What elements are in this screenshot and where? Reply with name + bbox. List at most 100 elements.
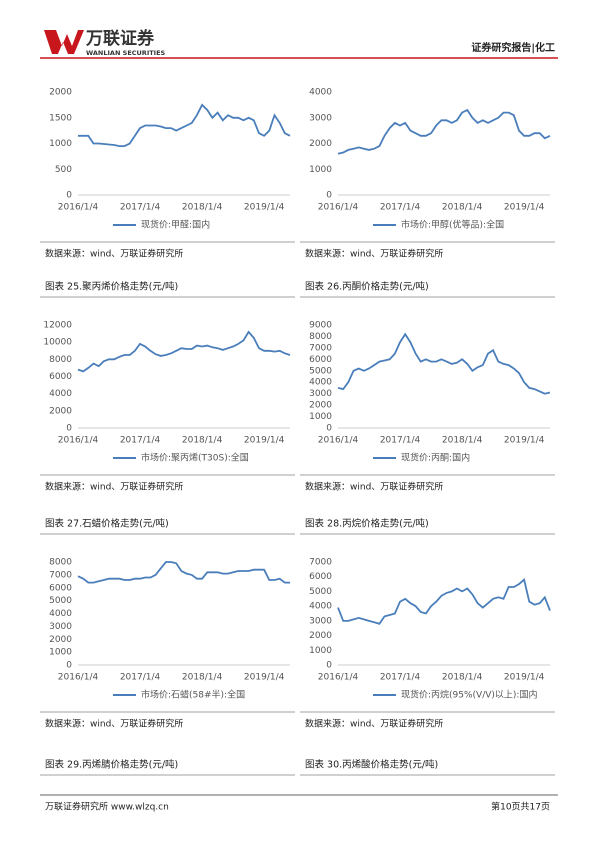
y-tick-label: 1500 — [49, 113, 72, 123]
x-tick-label: 2017/1/4 — [120, 436, 161, 446]
report-tag: 证券研究报告|化工 — [471, 41, 555, 54]
y-tick-label: 3000 — [309, 389, 332, 399]
y-tick-label: 9000 — [309, 321, 332, 331]
y-tick-label: 0 — [66, 661, 72, 671]
y-tick-label: 500 — [55, 165, 72, 175]
x-tick-label: 2016/1/4 — [58, 203, 99, 213]
y-tick-label: 2000 — [309, 139, 332, 149]
legend-label: 市场价:聚丙烯(T30S):全国 — [141, 452, 249, 464]
y-tick-label: 2000 — [49, 406, 72, 416]
y-tick-label: 6000 — [309, 355, 332, 365]
x-tick-label: 2018/1/4 — [182, 436, 223, 446]
x-tick-label: 2016/1/4 — [58, 436, 99, 446]
y-tick-label: 1000 — [49, 648, 72, 658]
series-line — [337, 332, 551, 395]
footer-right: 第10页共17页 — [491, 801, 550, 813]
figure-caption: 图表 29.丙烯腈价格走势(元/吨) — [45, 759, 178, 771]
y-tick-label: 0 — [326, 191, 332, 201]
figure-caption: 图表 28.丙烷价格走势(元/吨) — [305, 518, 429, 530]
y-tick-label: 7000 — [309, 558, 332, 568]
x-tick-label: 2018/1/4 — [442, 203, 483, 213]
y-tick-label: 1000 — [309, 412, 332, 422]
logo-en: WANLIAN SECURITIES — [86, 49, 166, 57]
y-tick-label: 4000 — [49, 609, 72, 619]
figure-caption: 图表 25.聚丙烯价格走势(元/吨) — [45, 281, 178, 293]
figure-caption: 图表 26.丙酮价格走势(元/吨) — [305, 281, 429, 293]
y-tick-label: 3000 — [309, 616, 332, 626]
source-note: 数据来源：wind、万联证券研究所 — [45, 248, 183, 260]
series-line — [78, 103, 291, 147]
y-tick-label: 4000 — [309, 88, 332, 98]
y-tick-label: 8000 — [49, 558, 72, 568]
y-tick-label: 7000 — [309, 343, 332, 353]
x-tick-label: 2017/1/4 — [380, 203, 421, 213]
x-tick-label: 2019/1/4 — [244, 673, 285, 683]
y-tick-label: 2000 — [309, 631, 332, 641]
legend-label: 现货价:丙酮:国内 — [401, 452, 470, 464]
y-tick-label: 3000 — [309, 113, 332, 123]
series-line — [337, 108, 551, 155]
x-tick-label: 2017/1/4 — [380, 436, 421, 446]
x-tick-label: 2018/1/4 — [442, 436, 483, 446]
source-note: 数据来源：wind、万联证券研究所 — [45, 718, 183, 730]
y-tick-label: 5000 — [309, 587, 332, 597]
x-tick-label: 2018/1/4 — [182, 203, 223, 213]
y-tick-label: 6000 — [49, 583, 72, 593]
y-tick-label: 0 — [326, 424, 332, 434]
x-tick-label: 2019/1/4 — [504, 436, 545, 446]
y-tick-label: 2000 — [309, 401, 332, 411]
x-tick-label: 2019/1/4 — [504, 673, 545, 683]
y-tick-label: 3000 — [49, 622, 72, 632]
x-tick-label: 2016/1/4 — [318, 436, 359, 446]
y-tick-label: 10000 — [43, 338, 72, 348]
legend-label: 现货价:甲醛:国内 — [141, 219, 210, 231]
x-tick-label: 2019/1/4 — [504, 203, 545, 213]
x-tick-label: 2016/1/4 — [58, 673, 99, 683]
source-note: 数据来源：wind、万联证券研究所 — [305, 248, 443, 260]
series-line — [337, 578, 551, 625]
y-tick-label: 8000 — [309, 332, 332, 342]
legend-label: 市场价:甲醇(优等品):全国 — [401, 219, 504, 231]
y-tick-label: 0 — [66, 191, 72, 201]
y-tick-label: 4000 — [309, 602, 332, 612]
source-note: 数据来源：wind、万联证券研究所 — [305, 481, 443, 493]
series-line — [77, 561, 290, 584]
y-tick-label: 6000 — [309, 572, 332, 582]
series-line — [77, 330, 291, 373]
logo-mark — [44, 30, 84, 54]
y-tick-label: 4000 — [49, 389, 72, 399]
y-tick-label: 2000 — [49, 635, 72, 645]
x-tick-label: 2017/1/4 — [120, 673, 161, 683]
x-tick-label: 2018/1/4 — [442, 673, 483, 683]
y-tick-label: 1000 — [49, 139, 72, 149]
y-tick-label: 6000 — [49, 372, 72, 382]
y-tick-label: 7000 — [49, 570, 72, 580]
y-tick-label: 1000 — [309, 165, 332, 175]
source-note: 数据来源：wind、万联证券研究所 — [305, 718, 443, 730]
x-tick-label: 2017/1/4 — [380, 673, 421, 683]
y-tick-label: 4000 — [309, 378, 332, 388]
legend-label: 市场价:石蜡(58#半):全国 — [141, 689, 245, 701]
figure-caption: 图表 30.丙烯酸价格走势(元/吨) — [305, 759, 438, 771]
y-tick-label: 12000 — [43, 321, 72, 331]
logo-name: 万联证券 — [85, 28, 155, 49]
y-tick-label: 0 — [326, 661, 332, 671]
x-tick-label: 2019/1/4 — [244, 436, 285, 446]
y-tick-label: 1000 — [309, 646, 332, 656]
x-tick-label: 2019/1/4 — [244, 203, 285, 213]
y-tick-label: 0 — [66, 424, 72, 434]
y-tick-label: 5000 — [309, 366, 332, 376]
x-tick-label: 2016/1/4 — [318, 203, 359, 213]
y-tick-label: 5000 — [49, 596, 72, 606]
source-note: 数据来源：wind、万联证券研究所 — [45, 481, 183, 493]
x-tick-label: 2017/1/4 — [120, 203, 161, 213]
y-tick-label: 8000 — [49, 355, 72, 365]
x-tick-label: 2018/1/4 — [182, 673, 223, 683]
legend-label: 现货价:丙烷(95%(V/V)以上):国内 — [401, 689, 537, 701]
x-tick-label: 2016/1/4 — [318, 673, 359, 683]
y-tick-label: 2000 — [49, 88, 72, 98]
footer-left: 万联证券研究所 www.wlzq.cn — [45, 801, 169, 813]
figure-caption: 图表 27.石蜡价格走势(元/吨) — [45, 518, 169, 530]
